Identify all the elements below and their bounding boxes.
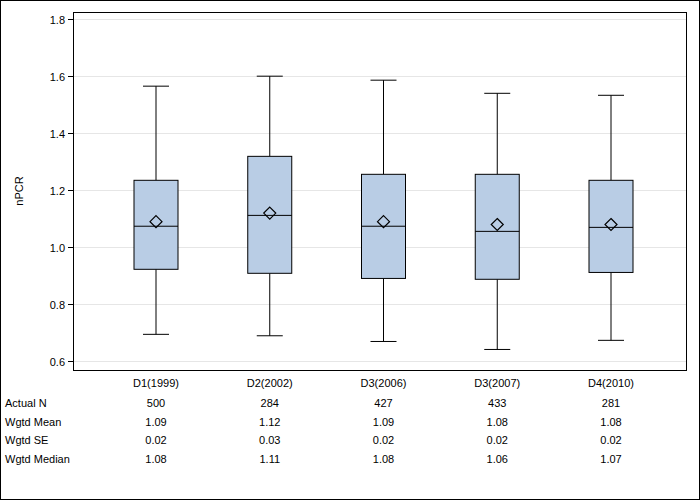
mean-marker: [378, 216, 390, 228]
whisker: [156, 269, 157, 334]
tick-mark: [68, 19, 73, 20]
table-value: 0.02: [145, 434, 166, 446]
table-value: 1.09: [373, 416, 394, 428]
table-value: 1.08: [145, 453, 166, 465]
outer-border: [1, 1, 700, 500]
box: [362, 174, 406, 278]
table-value: 284: [261, 397, 279, 409]
table-value: 0.02: [487, 434, 508, 446]
whisker-cap: [257, 335, 283, 336]
box: [589, 180, 633, 272]
tick-mark: [68, 304, 73, 305]
whisker: [497, 279, 498, 349]
whisker: [269, 273, 270, 335]
tick-mark: [68, 76, 73, 77]
whisker-cap: [371, 80, 397, 81]
tick-label: 1.8: [50, 14, 65, 26]
category-label: D4(2010): [588, 377, 634, 389]
table-value: 1.06: [487, 453, 508, 465]
tick-label: 0.6: [50, 356, 65, 368]
median-line: [362, 226, 406, 227]
grid-line: [73, 76, 686, 77]
grid-line: [73, 19, 686, 20]
table-value: 0.02: [373, 434, 394, 446]
box: [134, 180, 178, 269]
grid-line: [73, 361, 686, 362]
table-value: 1.08: [487, 416, 508, 428]
tick-mark: [68, 190, 73, 191]
box: [475, 174, 519, 279]
tick-label: 1.2: [50, 185, 65, 197]
whisker-cap: [143, 334, 169, 335]
whisker-cap: [484, 93, 510, 94]
grid-line: [73, 133, 686, 134]
boxes: [134, 76, 633, 349]
grid-line: [73, 304, 686, 305]
row-label: Wgtd Median: [5, 453, 70, 465]
whisker: [611, 95, 612, 180]
whisker: [611, 272, 612, 340]
table-value: 1.07: [600, 453, 621, 465]
tick-label: 0.8: [50, 299, 65, 311]
mean-marker: [150, 216, 162, 228]
category-label: D1(1999): [133, 377, 179, 389]
whisker: [383, 80, 384, 174]
tick-mark: [68, 247, 73, 248]
whisker-cap: [143, 86, 169, 87]
table-value: 0.02: [600, 434, 621, 446]
mean-marker: [605, 219, 617, 231]
tick-mark: [68, 133, 73, 134]
chart: 0.6 0.8 1.0 1.2 1.4 1.6 1.8 nPCR D1(1999) D2(2002…: [0, 0, 700, 500]
table-value: 1.12: [259, 416, 280, 428]
whisker: [383, 278, 384, 341]
whisker-cap: [484, 349, 510, 350]
tick-mark: [68, 361, 73, 362]
table-value: 0.03: [259, 434, 280, 446]
table-value: 1.09: [145, 416, 166, 428]
whisker: [156, 86, 157, 180]
tick-label: 1.4: [50, 128, 65, 140]
whisker: [269, 76, 270, 156]
median-line: [248, 215, 292, 216]
whisker-cap: [598, 340, 624, 341]
table-value: 1.08: [600, 416, 621, 428]
mean-marker: [491, 219, 503, 231]
row-label: Actual N: [5, 397, 47, 409]
tick-label: 1.0: [50, 242, 65, 254]
box: [248, 156, 292, 273]
table-value: 433: [488, 397, 506, 409]
table-value: 1.08: [373, 453, 394, 465]
category-label: D3(2007): [474, 377, 520, 389]
table-value: 1.11: [259, 453, 280, 465]
plot-frame: [74, 13, 687, 371]
row-label: Wgtd Mean: [5, 416, 61, 428]
whisker-cap: [257, 76, 283, 77]
table-value: 500: [147, 397, 165, 409]
whisker: [497, 93, 498, 174]
tick-label: 1.6: [50, 71, 65, 83]
category-label: D2(2002): [247, 377, 293, 389]
median-line: [589, 227, 633, 228]
whisker-cap: [598, 95, 624, 96]
table-value: 427: [374, 397, 392, 409]
median-line: [134, 226, 178, 227]
whisker-cap: [371, 341, 397, 342]
mean-marker: [264, 207, 276, 219]
table-value: 281: [602, 397, 620, 409]
row-label: Wgtd SE: [5, 434, 48, 446]
category-label: D3(2006): [361, 377, 407, 389]
axis-title: nPCR: [13, 176, 25, 205]
